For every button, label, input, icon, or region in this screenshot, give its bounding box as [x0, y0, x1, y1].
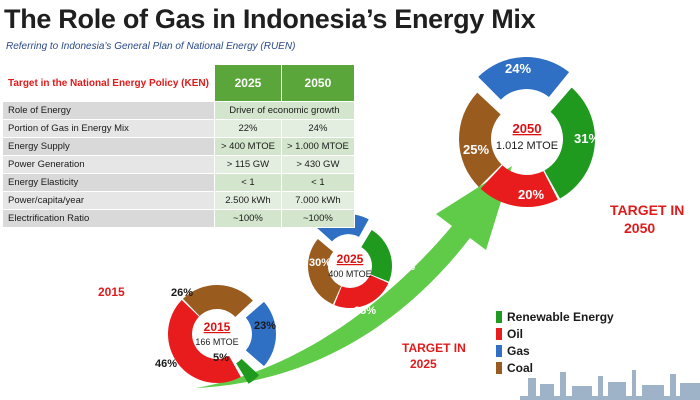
slice-label-2015-coal: 26%	[171, 287, 193, 299]
row-value-2050: > 1.000 MTOE	[280, 137, 355, 156]
table-row: Role of Energy Driver of economic growth	[2, 101, 355, 120]
table-header-label: Target in the National Energy Policy (KE…	[2, 64, 215, 102]
row-value-2050: < 1	[280, 173, 355, 192]
slice-label-2050-renewable-energy: 31%	[574, 131, 600, 146]
slice-2025-renewable-energy	[361, 229, 392, 282]
slice-label-2050-coal: 25%	[463, 142, 489, 157]
row-label: Energy Supply	[2, 137, 215, 156]
donut-center-year-2015: 2015	[204, 320, 231, 334]
slice-2015-coal	[182, 285, 253, 317]
skyline-structure	[670, 374, 676, 400]
row-value-2050: > 430 GW	[280, 155, 355, 174]
legend-label: Coal	[507, 360, 534, 375]
table-row: Portion of Gas in Energy Mix 22% 24%	[2, 119, 355, 138]
donut-title-2025: TARGET IN 2025	[402, 341, 466, 371]
row-value-merged: Driver of economic growth	[213, 101, 355, 120]
legend-swatch	[496, 327, 502, 340]
legend-item-gas: Gas	[496, 342, 614, 359]
donut-center-total-2025: 400 MTOE	[328, 269, 371, 279]
skyline-structure	[560, 372, 566, 400]
slide-title: The Role of Gas in Indonesia’s Energy Mi…	[4, 4, 536, 34]
row-value-2025: > 400 MTOE	[213, 137, 282, 156]
slice-label-2025-oil: 25%	[354, 305, 376, 317]
column-header-2025: 2025	[213, 64, 282, 102]
legend-item-coal: Coal	[496, 359, 614, 376]
donut-center-year-2050: 2050	[513, 121, 542, 136]
industrial-skyline-decoration	[520, 370, 700, 400]
skyline-structure	[632, 370, 636, 400]
slice-label-2015-gas: 23%	[254, 320, 276, 332]
legend-label: Renewable Energy	[507, 309, 614, 324]
ken-target-table: Target in the National Energy Policy (KE…	[2, 64, 355, 228]
slide-subtitle: Referring to Indonesia’s General Plan of…	[6, 41, 296, 52]
legend-swatch	[496, 310, 502, 323]
slice-label-2025-gas: 22%	[364, 207, 386, 219]
legend-label: Oil	[507, 326, 524, 341]
table-row: Power Generation > 115 GW > 430 GW	[2, 155, 355, 174]
donut-2025: 23% 25% 30% 22% 2025 400 MTOE TARGET IN 2025	[308, 207, 466, 371]
row-label: Power/capita/year	[2, 191, 215, 210]
slice-2025-coal	[308, 239, 342, 305]
row-value-2025: ~100%	[213, 209, 282, 228]
legend-item-renewable: Renewable Energy	[496, 308, 614, 325]
table-row: Energy Supply > 400 MTOE > 1.000 MTOE	[2, 137, 355, 156]
row-value-2050: ~100%	[280, 209, 355, 228]
row-value-2050: 24%	[280, 119, 355, 138]
row-label: Portion of Gas in Energy Mix	[2, 119, 215, 138]
slice-label-2015-oil: 46%	[155, 358, 177, 370]
skyline-structure	[680, 383, 700, 400]
skyline-structure	[598, 376, 603, 400]
legend-swatch	[496, 344, 502, 357]
chart-legend: Renewable Energy Oil Gas Coal	[496, 308, 614, 376]
slice-label-2015-renewable-energy: 5%	[213, 352, 229, 364]
slice-2050-oil	[480, 165, 558, 207]
row-label: Role of Energy	[2, 101, 215, 120]
row-value-2025: < 1	[213, 173, 282, 192]
donut-title-2015: 2015	[98, 285, 125, 299]
row-value-2050: 7.000 kWh	[280, 191, 355, 210]
legend-item-oil: Oil	[496, 325, 614, 342]
donut-center-total-2050: 1.012 MTOE	[496, 140, 558, 152]
donut-title-2050: TARGET IN 2050	[610, 202, 684, 236]
row-label: Power Generation	[2, 155, 215, 174]
slice-2015-renewable-energy	[236, 358, 260, 384]
row-label: Energy Elasticity	[2, 173, 215, 192]
row-value-2025: 22%	[213, 119, 282, 138]
slice-2050-renewable-energy	[544, 87, 595, 199]
table-row: Power/capita/year 2.500 kWh 7.000 kWh	[2, 191, 355, 210]
row-value-2025: 2.500 kWh	[213, 191, 282, 210]
donut-center-total-2015: 166 MTOE	[195, 337, 238, 347]
slice-2025-oil	[334, 274, 389, 308]
slice-2050-coal	[459, 92, 502, 188]
column-header-2050: 2050	[280, 64, 355, 102]
legend-label: Gas	[507, 343, 530, 358]
slice-label-2025-renewable-energy: 23%	[393, 261, 415, 273]
slice-label-2050-oil: 20%	[518, 187, 544, 202]
donut-center-year-2025: 2025	[337, 252, 364, 266]
growth-arrow	[196, 166, 512, 388]
skyline-ground	[520, 396, 700, 400]
donut-2015: 5% 23% 26% 46% 2015 166 MTOE 2015	[98, 285, 276, 384]
skyline-structure	[528, 378, 536, 400]
slice-2015-oil	[168, 299, 241, 383]
slice-label-2025-coal: 30%	[309, 257, 331, 269]
legend-swatch	[496, 361, 502, 374]
row-label: Electrification Ratio	[2, 209, 215, 228]
slice-2050-gas	[478, 57, 570, 100]
table-row: Energy Elasticity < 1 < 1	[2, 173, 355, 192]
table-row: Electrification Ratio ~100% ~100%	[2, 209, 355, 228]
slice-2015-gas	[245, 301, 276, 367]
slice-label-2050-gas: 24%	[505, 61, 531, 76]
donut-2050: 31% 20% 25% 24% 2050 1.012 MTOE TARGET IN 2050	[459, 57, 684, 236]
row-value-2025: > 115 GW	[213, 155, 282, 174]
skyline-structure	[608, 382, 626, 400]
